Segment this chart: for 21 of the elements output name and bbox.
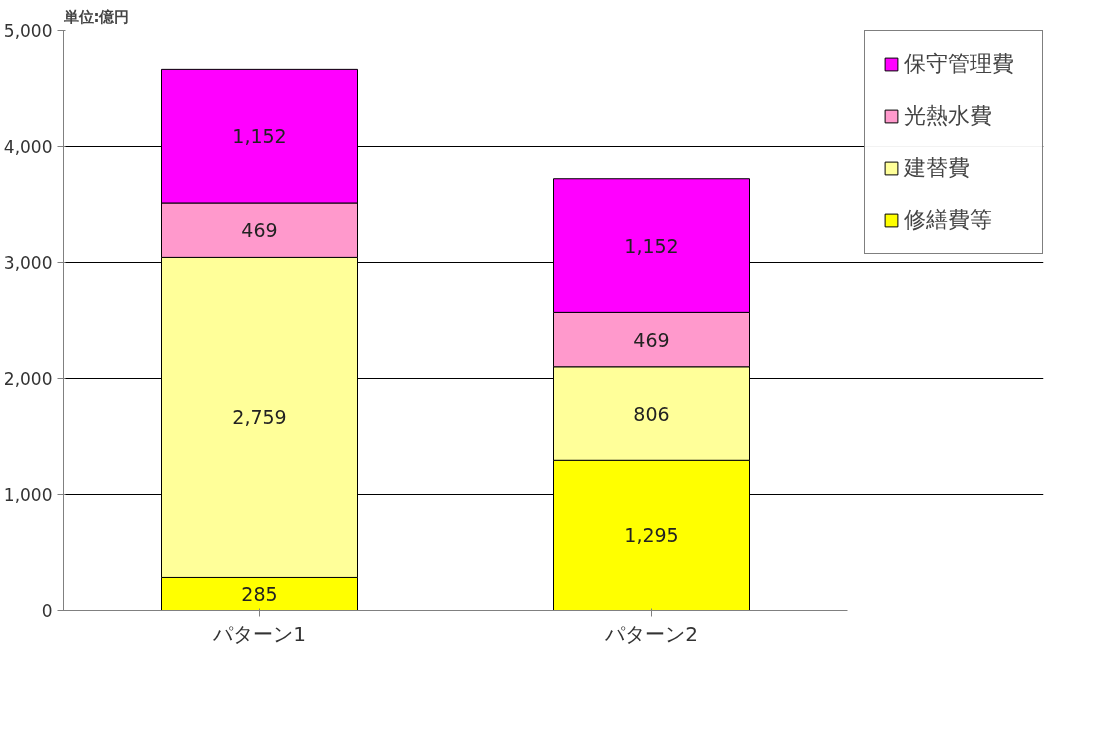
x-tick-label: パターン2 <box>604 621 698 646</box>
data-label: 2,759 <box>232 406 287 429</box>
data-label: 469 <box>633 328 670 351</box>
y-axis-title: 単位:億円 <box>62 7 130 26</box>
x-tick-label: パターン1 <box>212 621 306 646</box>
y-tick-label: 3,000 <box>3 253 53 273</box>
y-tick-label: 1,000 <box>3 485 53 505</box>
y-tick-label: 0 <box>41 601 53 621</box>
data-label: 806 <box>633 402 670 425</box>
legend-label: 保守管理費 <box>904 50 1015 78</box>
data-label: 1,295 <box>624 524 679 547</box>
data-label: 1,152 <box>232 125 287 148</box>
y-tick-label: 2,000 <box>3 369 53 389</box>
legend-label: 光熱水費 <box>904 102 993 130</box>
legend-label: 建替費 <box>904 154 971 182</box>
y-tick-label: 4,000 <box>3 137 53 157</box>
data-label: 285 <box>241 582 278 605</box>
data-label: 469 <box>241 219 278 242</box>
data-label: 1,152 <box>624 234 679 257</box>
legend-label: 修繕費等 <box>904 206 993 234</box>
y-tick-label: 5,000 <box>3 21 53 41</box>
